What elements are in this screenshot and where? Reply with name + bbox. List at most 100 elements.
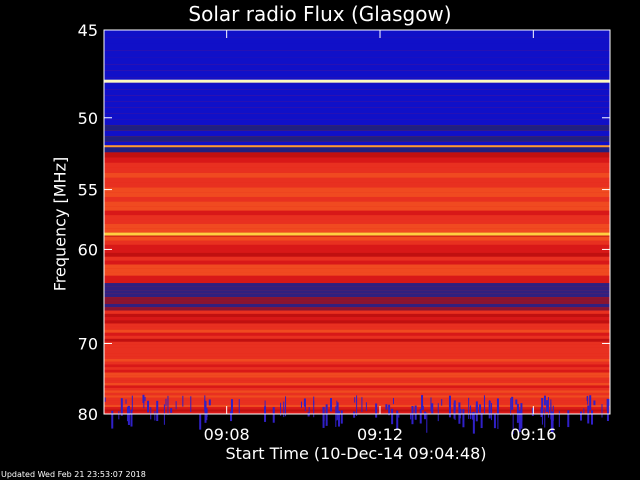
heatmap-band — [104, 286, 610, 291]
heatmap-speckle — [335, 406, 337, 427]
heatmap-speckle — [410, 412, 412, 420]
heatmap-band — [104, 196, 610, 202]
heatmap-band — [104, 364, 610, 368]
heatmap-band — [104, 341, 610, 345]
heatmap-bright-line — [104, 79, 610, 83]
heatmap-band — [104, 317, 610, 321]
heatmap-speckle — [593, 400, 596, 406]
spectrogram-heatmap — [104, 30, 611, 435]
heatmap-speckle — [365, 402, 367, 411]
heatmap-band — [104, 297, 610, 301]
heatmap-band — [104, 279, 610, 284]
heatmap-band — [104, 323, 610, 327]
heatmap-band — [104, 201, 610, 207]
heatmap-speckle — [120, 398, 123, 416]
heatmap-speckle — [280, 402, 282, 416]
heatmap-band — [104, 210, 610, 216]
heatmap-speckle — [606, 398, 609, 411]
heatmap-band — [104, 37, 610, 44]
heatmap-speckle — [543, 395, 546, 406]
x-tick-label: 09:08 — [204, 425, 250, 444]
heatmap-speckle — [430, 397, 432, 412]
heatmap-band — [104, 187, 610, 193]
heatmap-band — [104, 326, 610, 330]
heatmap-band — [104, 125, 610, 131]
heatmap-speckle — [167, 395, 169, 415]
heatmap-speckle — [111, 410, 114, 429]
heatmap-band — [104, 392, 610, 396]
heatmap-speckle — [496, 398, 499, 415]
heatmap-speckle — [375, 403, 378, 418]
heatmap-speckle — [204, 399, 206, 412]
heatmap-speckle — [150, 407, 152, 420]
heatmap-band — [104, 377, 610, 381]
heatmap-speckle — [580, 411, 583, 421]
heatmap-speckle — [453, 402, 456, 419]
heatmap-speckle — [154, 411, 156, 421]
heatmap-speckle — [353, 411, 356, 418]
heatmap-speckle — [453, 400, 456, 411]
heatmap-band — [104, 240, 610, 245]
heatmap-band — [104, 369, 610, 373]
heatmap-speckle — [511, 396, 514, 410]
heatmap-speckle — [462, 409, 465, 428]
heatmap-speckle — [131, 395, 133, 411]
heatmap-speckle — [426, 412, 428, 433]
heatmap-band — [104, 387, 610, 391]
heatmap-band — [104, 268, 610, 273]
heatmap-speckle — [567, 410, 570, 428]
heatmap-band — [104, 228, 610, 233]
heatmap-speckle — [491, 403, 493, 421]
heatmap-speckle — [156, 400, 159, 422]
heatmap-band — [104, 332, 610, 336]
heatmap-band — [104, 83, 610, 90]
heatmap-speckle — [437, 403, 439, 422]
heatmap-speckle — [354, 397, 356, 403]
heatmap-speckle — [484, 397, 486, 415]
heatmap-speckle — [165, 398, 167, 407]
heatmap-speckle — [118, 411, 120, 420]
heatmap-speckle — [458, 402, 461, 424]
heatmap-speckle — [547, 397, 549, 418]
heatmap-band — [104, 244, 610, 249]
heatmap-band — [104, 385, 610, 388]
heatmap-speckle — [238, 399, 240, 414]
heatmap-speckle — [147, 400, 150, 413]
heatmap-speckle — [199, 413, 202, 430]
heatmap-band — [104, 361, 610, 365]
heatmap-speckle — [142, 394, 145, 403]
heatmap-speckle — [204, 400, 207, 423]
heatmap-band — [104, 329, 610, 333]
heatmap-speckle — [411, 406, 414, 425]
heatmap-speckle — [361, 397, 363, 413]
heatmap-band — [104, 347, 610, 351]
heatmap-speckle — [313, 396, 315, 418]
heatmap-band — [104, 177, 610, 183]
heatmap-band — [104, 313, 610, 318]
heatmap-speckle — [448, 395, 451, 418]
heatmap-band — [104, 372, 610, 376]
heatmap-speckle — [475, 404, 478, 422]
heatmap-speckle — [419, 409, 422, 424]
plot-frame — [103, 29, 611, 415]
heatmap-speckle — [337, 410, 340, 427]
heatmap-band — [104, 89, 610, 96]
heatmap-band — [104, 182, 610, 188]
heatmap-speckle — [423, 411, 426, 420]
heatmap-band — [104, 95, 610, 102]
heatmap-band — [104, 283, 610, 287]
heatmap-band — [104, 275, 610, 280]
heatmap-band — [104, 260, 610, 265]
heatmap-band — [104, 307, 610, 311]
heatmap-band — [104, 219, 610, 224]
heatmap-speckle — [493, 413, 496, 429]
heatmap-speckle — [470, 405, 472, 420]
y-tick-label: 55 — [78, 181, 98, 200]
y-tick-label: 60 — [78, 240, 98, 259]
heatmap-speckle — [586, 396, 588, 401]
y-axis-ticks: 45 50 55 60 70 80 — [78, 21, 610, 424]
heatmap-speckle — [550, 411, 553, 433]
heatmap-band — [104, 30, 610, 38]
x-tick-label: 09:12 — [357, 425, 403, 444]
